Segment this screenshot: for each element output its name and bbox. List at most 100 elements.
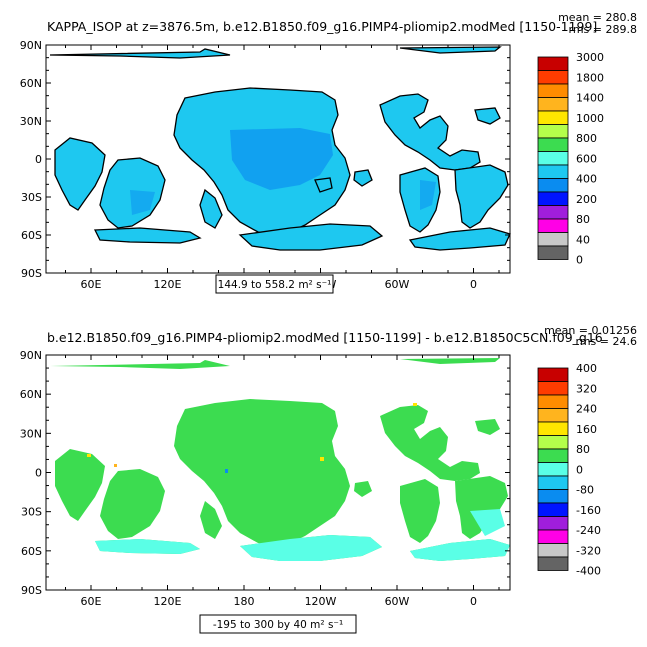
colorbar-label: 1000 bbox=[576, 112, 604, 125]
panel-bottom-colorbar: 400 320 240 160 80 0 -80 -160 -240 -320 -400 bbox=[537, 362, 601, 578]
y-tick-label: 90N bbox=[20, 39, 42, 52]
colorbar-swatch bbox=[537, 232, 569, 247]
colorbar-label: -400 bbox=[576, 565, 601, 578]
y-tick-label: 90N bbox=[20, 349, 42, 362]
panel-top-y-ticks: 90N 60N 30N 0 30S 60S 90S bbox=[20, 39, 510, 280]
colorbar-label: 320 bbox=[576, 382, 597, 395]
panel-bottom-x-ticks: 60E 120E 180 120W 60W 0 bbox=[65, 355, 500, 608]
colorbar-label: -160 bbox=[576, 504, 601, 517]
colorbar-swatch bbox=[537, 421, 569, 436]
y-tick-label: 30N bbox=[20, 115, 42, 128]
colorbar-swatch bbox=[537, 83, 569, 98]
colorbar-label: -320 bbox=[576, 544, 601, 557]
colorbar-label: 80 bbox=[576, 213, 590, 226]
x-tick-label: 0 bbox=[470, 278, 477, 291]
colorbar-label: 240 bbox=[576, 403, 597, 416]
colorbar-label: 600 bbox=[576, 152, 597, 165]
colorbar-swatch bbox=[537, 475, 569, 490]
y-tick-label: 60S bbox=[21, 545, 42, 558]
panel-bottom: b.e12.B1850.f09_g16.PIMP4-pliomip2.modMe… bbox=[20, 324, 637, 634]
colorbar-label: 160 bbox=[576, 423, 597, 436]
x-tick-label: 120W bbox=[305, 595, 337, 608]
panel-bottom-speck-3 bbox=[413, 403, 417, 406]
panel-top-mean: mean = 280.8 bbox=[558, 11, 637, 24]
colorbar-label: 80 bbox=[576, 443, 590, 456]
colorbar-swatch bbox=[537, 529, 569, 544]
panel-top-title: KAPPA_ISOP at z=3876.5m, b.e12.B1850.f09… bbox=[47, 19, 597, 34]
colorbar-swatch bbox=[537, 70, 569, 85]
panel-top-range-label: 144.9 to 558.2 m² s⁻¹ bbox=[218, 279, 332, 291]
colorbar-swatch bbox=[537, 218, 569, 233]
y-tick-label: 30N bbox=[20, 427, 42, 440]
panel-bottom-range-label: -195 to 300 by 40 m² s⁻¹ bbox=[213, 619, 343, 631]
y-tick-label: 90S bbox=[21, 267, 42, 280]
colorbar-swatch bbox=[537, 489, 569, 504]
colorbar-swatch bbox=[537, 381, 569, 396]
colorbar-label: 200 bbox=[576, 193, 597, 206]
colorbar-label: 40 bbox=[576, 233, 590, 246]
colorbar-label: 800 bbox=[576, 132, 597, 145]
panel-top-range-box bbox=[215, 274, 334, 294]
y-tick-label: 0 bbox=[35, 467, 42, 480]
panel-bottom-neg-region-4 bbox=[470, 509, 505, 536]
colorbar-label: -240 bbox=[576, 524, 601, 537]
colorbar-swatch bbox=[537, 516, 569, 531]
colorbar-swatch bbox=[537, 367, 569, 382]
x-tick-label: 180 bbox=[234, 595, 255, 608]
y-tick-label: 30S bbox=[21, 506, 42, 519]
panel-bottom-title: b.e12.B1850.f09_g16.PIMP4-pliomip2.modMe… bbox=[47, 330, 603, 345]
colorbar-swatch bbox=[537, 110, 569, 125]
x-tick-label: 0 bbox=[470, 595, 477, 608]
colorbar-swatch bbox=[537, 191, 569, 206]
colorbar-swatch bbox=[537, 164, 569, 179]
panel-bottom-speck-1 bbox=[87, 454, 91, 457]
panel-bottom-rms: rms = 24.6 bbox=[576, 335, 637, 348]
panel-top-deep-region bbox=[230, 128, 333, 190]
colorbar-swatch bbox=[537, 462, 569, 477]
panel-bottom-neg-region-3 bbox=[410, 539, 510, 561]
y-tick-label: 60N bbox=[20, 77, 42, 90]
colorbar-swatch bbox=[537, 56, 569, 71]
colorbar-swatch bbox=[537, 394, 569, 409]
y-tick-label: 60S bbox=[21, 229, 42, 242]
colorbar-swatch bbox=[537, 205, 569, 220]
panel-top-deep-region-3 bbox=[420, 180, 436, 210]
panel-top: KAPPA_ISOP at z=3876.5m, b.e12.B1850.f09… bbox=[20, 11, 637, 294]
panel-bottom-speck-2 bbox=[320, 457, 324, 461]
colorbar-label: 0 bbox=[576, 463, 583, 476]
y-tick-label: 60N bbox=[20, 388, 42, 401]
colorbar-swatch bbox=[537, 556, 569, 571]
colorbar-swatch bbox=[537, 245, 569, 260]
x-tick-label: 120E bbox=[154, 595, 182, 608]
colorbar-swatch bbox=[537, 178, 569, 193]
x-tick-label: 60W bbox=[385, 595, 410, 608]
y-tick-label: 0 bbox=[35, 153, 42, 166]
colorbar-swatch bbox=[537, 448, 569, 463]
y-tick-label: 30S bbox=[21, 191, 42, 204]
colorbar-swatch bbox=[537, 408, 569, 423]
x-tick-label: 60W bbox=[385, 278, 410, 291]
colorbar-swatch bbox=[537, 97, 569, 112]
x-tick-label: 60E bbox=[81, 595, 102, 608]
colorbar-label: 400 bbox=[576, 173, 597, 186]
colorbar-swatch bbox=[537, 124, 569, 139]
panel-bottom-mean: mean = 0.01256 bbox=[544, 324, 637, 337]
y-tick-label: 90S bbox=[21, 584, 42, 597]
colorbar-label: 3000 bbox=[576, 51, 604, 64]
colorbar-label: 1400 bbox=[576, 92, 604, 105]
x-tick-label: 60E bbox=[81, 278, 102, 291]
panel-bottom-neg-region-1 bbox=[240, 535, 382, 561]
panel-bottom-neg-region-2 bbox=[95, 539, 200, 554]
colorbar-label: 400 bbox=[576, 362, 597, 375]
panel-bottom-speck-5 bbox=[225, 469, 228, 473]
colorbar-swatch bbox=[537, 543, 569, 558]
panel-bottom-speck-4 bbox=[114, 464, 117, 467]
colorbar-swatch bbox=[537, 502, 569, 517]
colorbar-label: 0 bbox=[576, 254, 583, 267]
colorbar-swatch bbox=[537, 435, 569, 450]
colorbar-label: -80 bbox=[576, 484, 594, 497]
colorbar-swatch bbox=[537, 151, 569, 166]
x-tick-label: 120E bbox=[154, 278, 182, 291]
